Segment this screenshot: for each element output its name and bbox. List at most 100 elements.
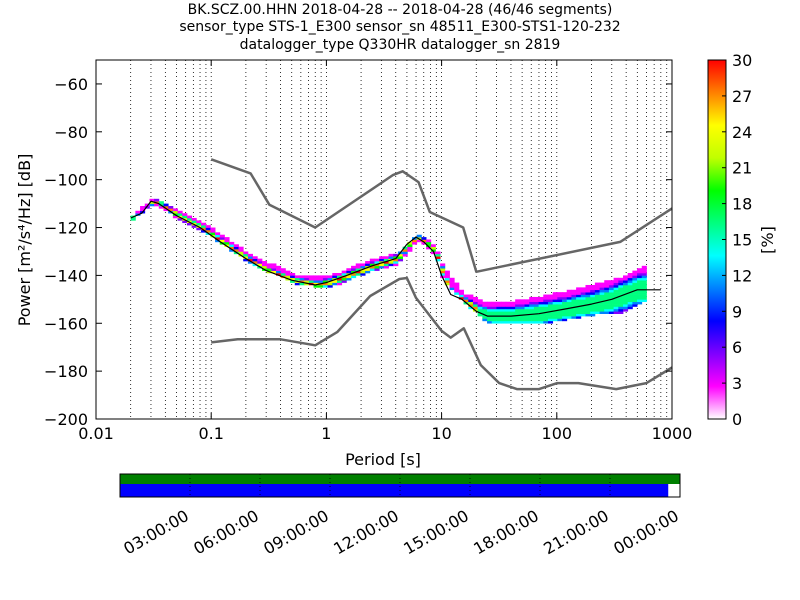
density-cell <box>552 306 558 310</box>
density-cell <box>547 318 554 322</box>
density-cell <box>590 304 596 307</box>
density-cell <box>585 296 591 300</box>
density-cell <box>491 311 497 314</box>
density-cell <box>487 306 493 310</box>
density-cell <box>613 292 619 295</box>
density-cell <box>501 320 507 324</box>
density-cell <box>618 289 624 293</box>
density-cell <box>604 304 610 307</box>
density-cell <box>196 220 202 224</box>
density-cell <box>576 299 582 303</box>
density-cell <box>552 299 558 303</box>
density-cell <box>594 289 600 293</box>
density-cell <box>571 299 577 303</box>
density-cell <box>618 296 624 300</box>
density-cell <box>515 306 521 310</box>
density-cell <box>585 294 591 298</box>
density-cell <box>327 277 333 281</box>
density-cell <box>510 304 516 307</box>
density-cell <box>519 318 525 322</box>
density-cell <box>477 304 483 307</box>
density-cell <box>444 282 450 286</box>
density-cell <box>637 294 643 298</box>
density-cell <box>552 301 558 305</box>
density-cell <box>468 301 474 305</box>
density-cell <box>552 296 558 300</box>
density-cell <box>426 241 432 245</box>
density-cell <box>547 316 554 319</box>
density-cell <box>238 249 244 252</box>
density-cell <box>501 301 507 305</box>
density-cell <box>566 316 572 319</box>
density-cell <box>261 261 268 264</box>
density-cell <box>524 308 530 312</box>
density-cell <box>215 237 221 240</box>
density-cell <box>641 284 647 288</box>
density-cell <box>585 287 591 291</box>
density-cell <box>576 289 582 293</box>
density-cell <box>613 294 619 298</box>
density-cell <box>515 304 521 307</box>
density-cell <box>505 313 511 317</box>
density-cell <box>604 284 610 288</box>
density-cell <box>580 301 586 305</box>
density-cell <box>280 273 286 276</box>
density-cell <box>355 273 361 276</box>
density-cell <box>576 306 582 310</box>
density-cell <box>538 304 544 307</box>
density-cell <box>341 280 347 283</box>
density-cell <box>393 258 399 262</box>
density-cell <box>257 263 263 267</box>
density-cell <box>247 253 253 257</box>
density-cell <box>407 241 413 245</box>
density-cell <box>261 265 268 269</box>
density-cell <box>168 205 174 209</box>
density-cell <box>397 258 404 262</box>
density-cell <box>505 320 511 324</box>
density-cell <box>599 308 605 312</box>
density-cell <box>627 306 633 310</box>
density-cell <box>224 239 230 243</box>
density-cell <box>341 270 347 274</box>
density-cell <box>468 306 474 310</box>
density-cell <box>487 316 493 319</box>
density-cell <box>388 253 394 257</box>
density-cell <box>186 215 193 219</box>
density-cell <box>360 263 366 267</box>
density-cell <box>641 299 647 303</box>
density-cell <box>336 273 343 276</box>
density-cell <box>529 313 535 317</box>
y-tick-label: −160 <box>44 314 88 333</box>
density-cell <box>252 256 258 259</box>
density-cell <box>533 308 540 312</box>
density-cell <box>524 316 530 319</box>
density-cell <box>562 294 568 298</box>
density-cell <box>229 246 235 250</box>
density-cell <box>247 258 253 262</box>
density-cell <box>491 318 497 322</box>
density-cell <box>496 316 502 319</box>
density-cell <box>332 275 338 279</box>
density-cell <box>487 318 493 322</box>
density-cell <box>622 299 629 303</box>
density-cell <box>402 253 408 257</box>
colorbar-tick-label: 12 <box>732 266 752 285</box>
axis-ticks-and-labels: 0.01 0.1 1 10 100 1000 −60 −80 −100 −120 −140 −160 −… <box>44 60 692 443</box>
density-cell <box>322 280 329 283</box>
density-cell <box>229 249 235 252</box>
density-cell <box>501 318 507 322</box>
density-cell <box>243 253 249 257</box>
density-cell <box>215 239 221 243</box>
density-cell <box>355 268 361 271</box>
density-cell <box>449 280 455 283</box>
density-cell <box>426 244 432 247</box>
density-cell <box>168 208 174 212</box>
density-cell <box>590 301 596 305</box>
density-cell <box>510 313 516 317</box>
density-cell <box>632 294 638 298</box>
density-cell <box>421 237 427 240</box>
density-cell <box>576 296 582 300</box>
density-cell <box>477 299 483 303</box>
density-cell <box>407 244 413 247</box>
density-cell <box>365 270 371 274</box>
